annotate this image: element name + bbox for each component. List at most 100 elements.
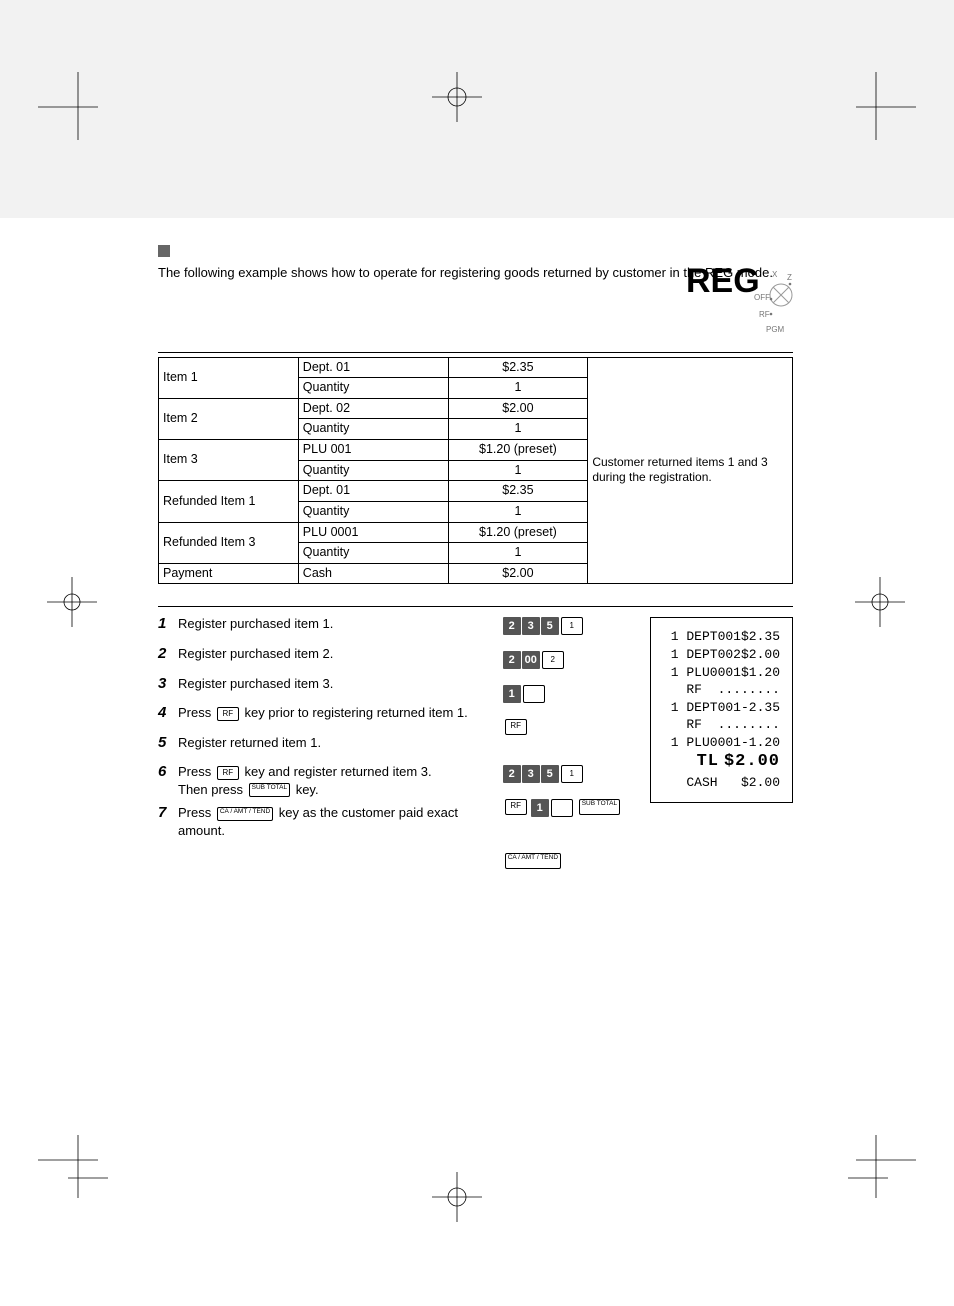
keys-column: 2 3 5 1 2 00 2 1 RF 2 [503,615,638,885]
step-text: Register returned item 1. [178,734,321,752]
cell: $1.20 (preset) [448,522,588,543]
row-label: Refunded Item 3 [159,522,299,563]
receipt-line: 1 DEPT001$2.35 [663,628,780,646]
step-4: 4 Press RF key prior to registering retu… [158,704,503,722]
receipt-line: 1 DEPT001-2.35 [663,699,780,717]
receipt-line: CASH$2.00 [663,774,780,792]
row-label: Refunded Item 1 [159,481,299,522]
cell: Dept. 01 [298,481,448,502]
step-text: Press RF key prior to registering return… [178,704,468,722]
step-num: 6 [158,763,178,798]
step-num: 3 [158,675,178,693]
cell: $2.00 [448,398,588,419]
subtotal-keycap: SUB TOTAL [579,799,620,815]
steps-column: 1 Register purchased item 1. 2 Register … [158,615,503,885]
content: The following example shows how to opera… [158,245,793,885]
sample-table: Item 1 Dept. 01 $2.35 Customer returned … [158,357,793,585]
subtotal-keycap: SUB TOTAL [249,783,290,797]
cell: Quantity [298,419,448,440]
step-text-pre: Press [178,805,215,820]
cell: $2.00 [448,563,588,584]
step-text: Press CA / AMT / TEND key as the custome… [178,804,503,839]
step-text-pre: Press [178,705,215,720]
cell: PLU 0001 [298,522,448,543]
digit-key: 1 [503,685,521,703]
step-6: 6 Press RF key and register returned ite… [158,763,503,798]
rf-keycap: RF [217,766,239,780]
step-num: 5 [158,734,178,752]
row-label: Item 2 [159,398,299,439]
cell: Dept. 02 [298,398,448,419]
step-text-post: key prior to registering returned item 1… [244,705,467,720]
table-top-rule [158,352,793,353]
cell: Cash [298,563,448,584]
digit-key: 3 [522,765,540,783]
step-num: 4 [158,704,178,722]
step-3: 3 Register purchased item 3. [158,675,503,693]
rf-keycap: RF [217,707,239,721]
step-text-line2-pre: Then press [178,782,247,797]
step-text-pre: Press [178,764,215,779]
cell: Quantity [298,501,448,522]
dept-key: 1 [561,765,583,783]
keys-row-7: CA / AMT / TEND [503,851,638,885]
digit-key: 1 [531,799,549,817]
digit-key: 00 [522,651,540,669]
step-5: 5 Register returned item 1. [158,734,503,752]
dept-key: 2 [542,651,564,669]
table-note: Customer returned items 1 and 3 during t… [588,357,793,584]
page: REG X Z OFF RF PGM The following example… [0,0,954,1306]
step-text: Press RF key and register returned item … [178,763,432,798]
cell: $2.35 [448,357,588,378]
keys-row-1: 2 3 5 1 [503,615,638,649]
cell: Quantity [298,543,448,564]
cell: Quantity [298,460,448,481]
cell: 1 [448,419,588,440]
steps-wrap: 1 Register purchased item 1. 2 Register … [158,615,793,885]
step-1: 1 Register purchased item 1. [158,615,503,633]
step-text-mid: key and register returned item 3. [244,764,431,779]
receipt-column: 1 DEPT001$2.35 1 DEPT002$2.00 1 PLU0001$… [638,615,793,885]
keys-row-3: 1 [503,683,638,717]
cell: $1.20 (preset) [448,440,588,461]
rf-keycap: RF [505,719,527,735]
row-label: Payment [159,563,299,584]
keys-row-4: RF [503,717,638,763]
keys-row-5: 2 3 5 1 [503,763,638,797]
digit-key: 3 [522,617,540,635]
receipt-line: TL$2.00 [663,751,780,774]
step-num: 1 [158,615,178,633]
cell: 1 [448,378,588,399]
intro-text: The following example shows how to opera… [158,264,793,282]
blank-key [551,799,573,817]
cell: 1 [448,460,588,481]
step-text: Register purchased item 1. [178,615,333,633]
digit-key: 2 [503,651,521,669]
rf-keycap: RF [505,799,527,815]
row-label: Item 1 [159,357,299,398]
digit-key: 5 [541,617,559,635]
digit-key: 2 [503,765,521,783]
dept-key: 1 [561,617,583,635]
row-label: Item 3 [159,440,299,481]
cell: PLU 001 [298,440,448,461]
receipt-line: 1 PLU0001$1.20 [663,664,780,682]
ca-amt-tend-keycap: CA / AMT / TEND [505,853,561,869]
keys-row-2: 2 00 2 [503,649,638,683]
step-text-line2-post: key. [296,782,319,797]
receipt-line: RF........ [663,681,780,699]
section-bullet [158,245,793,260]
cell: Quantity [298,378,448,399]
steps-top-rule [158,606,793,607]
keys-row-6: RF 1 SUB TOTAL [503,797,638,851]
step-num: 2 [158,645,178,663]
cell: 1 [448,501,588,522]
step-num: 7 [158,804,178,839]
receipt-box: 1 DEPT001$2.35 1 DEPT002$2.00 1 PLU0001$… [650,617,793,802]
receipt-line: 1 PLU0001-1.20 [663,734,780,752]
cell: Dept. 01 [298,357,448,378]
step-7: 7 Press CA / AMT / TEND key as the custo… [158,804,503,839]
step-text: Register purchased item 2. [178,645,333,663]
receipt-line: 1 DEPT002$2.00 [663,646,780,664]
digit-key: 2 [503,617,521,635]
